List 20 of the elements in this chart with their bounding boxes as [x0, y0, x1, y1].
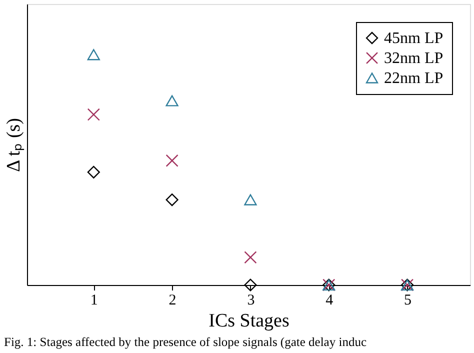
x-tick-label: 4: [326, 292, 334, 308]
point: [244, 194, 257, 206]
x-tick-label: 2: [168, 292, 176, 308]
legend-label: 22nm LP: [384, 70, 444, 87]
point: [87, 166, 100, 178]
point: [244, 278, 257, 292]
point: [166, 193, 178, 206]
x-axis-title: ICs Stages: [208, 310, 290, 332]
point: [87, 49, 100, 60]
point: [166, 154, 178, 167]
point: [244, 251, 257, 264]
point: [166, 95, 178, 106]
x-tick-label: 5: [404, 292, 412, 308]
x-tick-label: 3: [247, 292, 255, 308]
legend-label: 32nm LP: [384, 50, 444, 67]
caption: Fig. 1: Stages affected by the presence of slope signals (gate delay induc: [4, 335, 367, 349]
point: [87, 108, 100, 121]
legend-label: 45nm LP: [384, 30, 444, 47]
x-tick-label: 1: [90, 292, 98, 308]
y-axis-title: Δ tₚ (s): [4, 118, 24, 172]
